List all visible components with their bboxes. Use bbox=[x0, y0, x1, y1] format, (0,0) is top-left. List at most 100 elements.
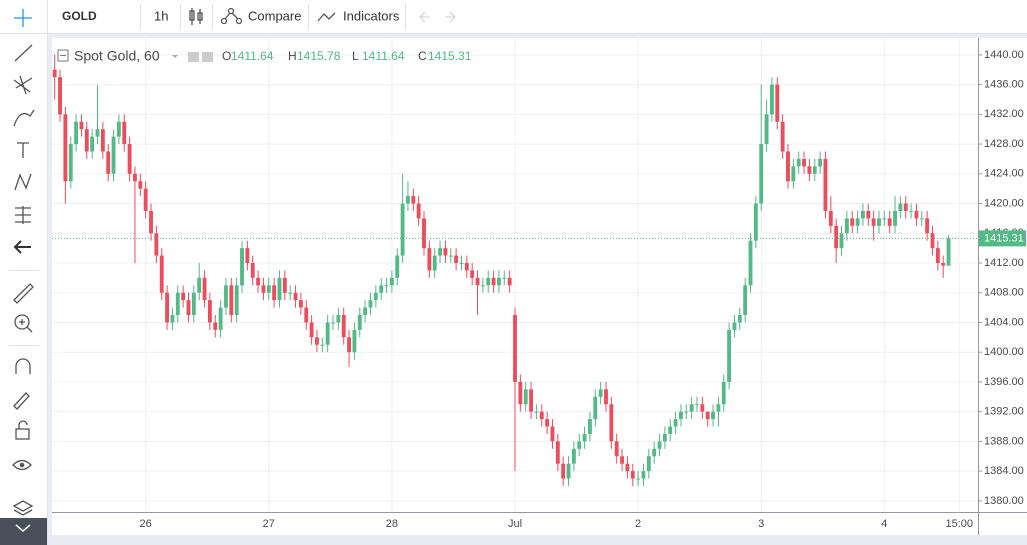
candle-body bbox=[74, 121, 79, 145]
magnet-tool[interactable] bbox=[15, 358, 31, 374]
legend-value: 1415.31 bbox=[428, 49, 472, 63]
candle-body bbox=[769, 84, 774, 115]
candle-body bbox=[100, 129, 105, 152]
top-toolbar bbox=[0, 0, 1027, 33]
candle-body bbox=[893, 210, 897, 226]
measure-tool[interactable] bbox=[15, 206, 31, 224]
candle-body bbox=[454, 255, 459, 263]
candle-body bbox=[315, 337, 319, 345]
candle-body bbox=[368, 300, 373, 308]
candle-body bbox=[207, 300, 212, 323]
candle-body bbox=[486, 277, 491, 286]
left-tools bbox=[0, 9, 47, 545]
candle-body bbox=[282, 277, 287, 293]
candle-body bbox=[577, 441, 582, 449]
candle-body bbox=[930, 233, 935, 249]
legend: Spot Gold, 60 O 1411.64 H 1415.78 L 1411… bbox=[57, 48, 472, 64]
candle-body bbox=[438, 248, 442, 256]
candle-body bbox=[363, 307, 368, 316]
x-tick-label: 3 bbox=[758, 518, 764, 530]
candle-body bbox=[877, 218, 881, 226]
zoom-tool[interactable] bbox=[14, 314, 30, 330]
candle-body bbox=[68, 144, 73, 182]
candle-body bbox=[518, 381, 523, 405]
symbol[interactable]: GOLD bbox=[62, 9, 97, 23]
candle-body bbox=[427, 248, 432, 271]
candle-body bbox=[582, 433, 587, 442]
candle-body bbox=[898, 203, 903, 211]
crosshair-tool[interactable] bbox=[14, 9, 32, 27]
candle-body bbox=[122, 121, 127, 145]
candle-body bbox=[743, 285, 748, 316]
candle-body bbox=[946, 238, 951, 266]
pattern-tool[interactable] bbox=[14, 173, 32, 191]
candle-body bbox=[320, 344, 325, 346]
candle-body bbox=[202, 277, 207, 301]
candle-body bbox=[84, 129, 89, 152]
candle-body bbox=[711, 411, 715, 420]
legend-settings[interactable] bbox=[202, 52, 213, 62]
candle-body bbox=[443, 248, 448, 256]
line-tool[interactable] bbox=[14, 44, 33, 62]
candle-body bbox=[625, 463, 630, 472]
lock-tool[interactable] bbox=[15, 428, 30, 440]
candle-body bbox=[705, 411, 710, 420]
compare-icon[interactable] bbox=[220, 7, 243, 25]
candle-body bbox=[700, 404, 705, 412]
fib-tool[interactable] bbox=[13, 75, 33, 95]
layers-tool[interactable] bbox=[12, 500, 34, 516]
redo[interactable] bbox=[445, 11, 456, 23]
brush-tool[interactable] bbox=[13, 109, 35, 127]
x-tick-label: 27 bbox=[263, 518, 275, 530]
candle-body bbox=[497, 277, 501, 286]
candle-body bbox=[224, 285, 228, 308]
collapse-legend[interactable] bbox=[57, 49, 69, 62]
legend-label: H bbox=[288, 49, 297, 63]
candle-body bbox=[336, 315, 341, 323]
candle-body bbox=[941, 262, 946, 266]
candle-body bbox=[823, 158, 828, 211]
compare[interactable]: Compare bbox=[248, 8, 301, 23]
candle-body bbox=[844, 218, 849, 234]
candle-body bbox=[288, 292, 293, 294]
text-tool[interactable] bbox=[17, 142, 29, 158]
candle-body bbox=[679, 411, 683, 420]
candle-body bbox=[304, 307, 309, 323]
x-tick-label: 4 bbox=[881, 518, 887, 530]
y-tick-label: 1408.00 bbox=[984, 287, 1024, 299]
visibility-tool[interactable] bbox=[12, 459, 32, 471]
indicators-icon[interactable] bbox=[317, 12, 336, 22]
candle-body bbox=[352, 329, 357, 353]
candle-body bbox=[52, 69, 57, 78]
candle-body bbox=[411, 196, 416, 204]
candle-body bbox=[384, 285, 389, 287]
legend-menu[interactable] bbox=[172, 55, 178, 58]
candle-body bbox=[507, 277, 512, 286]
y-tick-label: 1400.00 bbox=[984, 346, 1024, 358]
left-toolbar bbox=[0, 0, 47, 545]
interval[interactable]: 1h bbox=[154, 8, 168, 23]
ruler-tool[interactable] bbox=[13, 283, 34, 304]
back-tool[interactable] bbox=[13, 240, 31, 254]
candle-body bbox=[159, 255, 164, 293]
y-tick-label: 1428.00 bbox=[984, 138, 1024, 150]
candle-body bbox=[218, 307, 223, 330]
candles-icon[interactable] bbox=[189, 8, 203, 25]
candle-body bbox=[191, 292, 196, 316]
lock-draw-tool[interactable] bbox=[13, 392, 30, 410]
undo[interactable] bbox=[419, 11, 430, 23]
candle-body bbox=[58, 77, 62, 115]
candle-body bbox=[175, 292, 180, 316]
candle-body bbox=[234, 285, 239, 316]
lock-tool bbox=[18, 420, 28, 429]
candle-body bbox=[566, 463, 571, 479]
y-tick-label: 1412.00 bbox=[984, 257, 1024, 269]
indicators[interactable]: Indicators bbox=[343, 8, 400, 23]
legend-label: L bbox=[352, 49, 359, 63]
y-tick-label: 1424.00 bbox=[984, 168, 1024, 180]
candle-body bbox=[919, 218, 924, 220]
legend-eye[interactable] bbox=[188, 52, 199, 62]
candle-body bbox=[475, 277, 480, 286]
candle-body bbox=[571, 448, 576, 464]
candle-body bbox=[502, 277, 507, 279]
